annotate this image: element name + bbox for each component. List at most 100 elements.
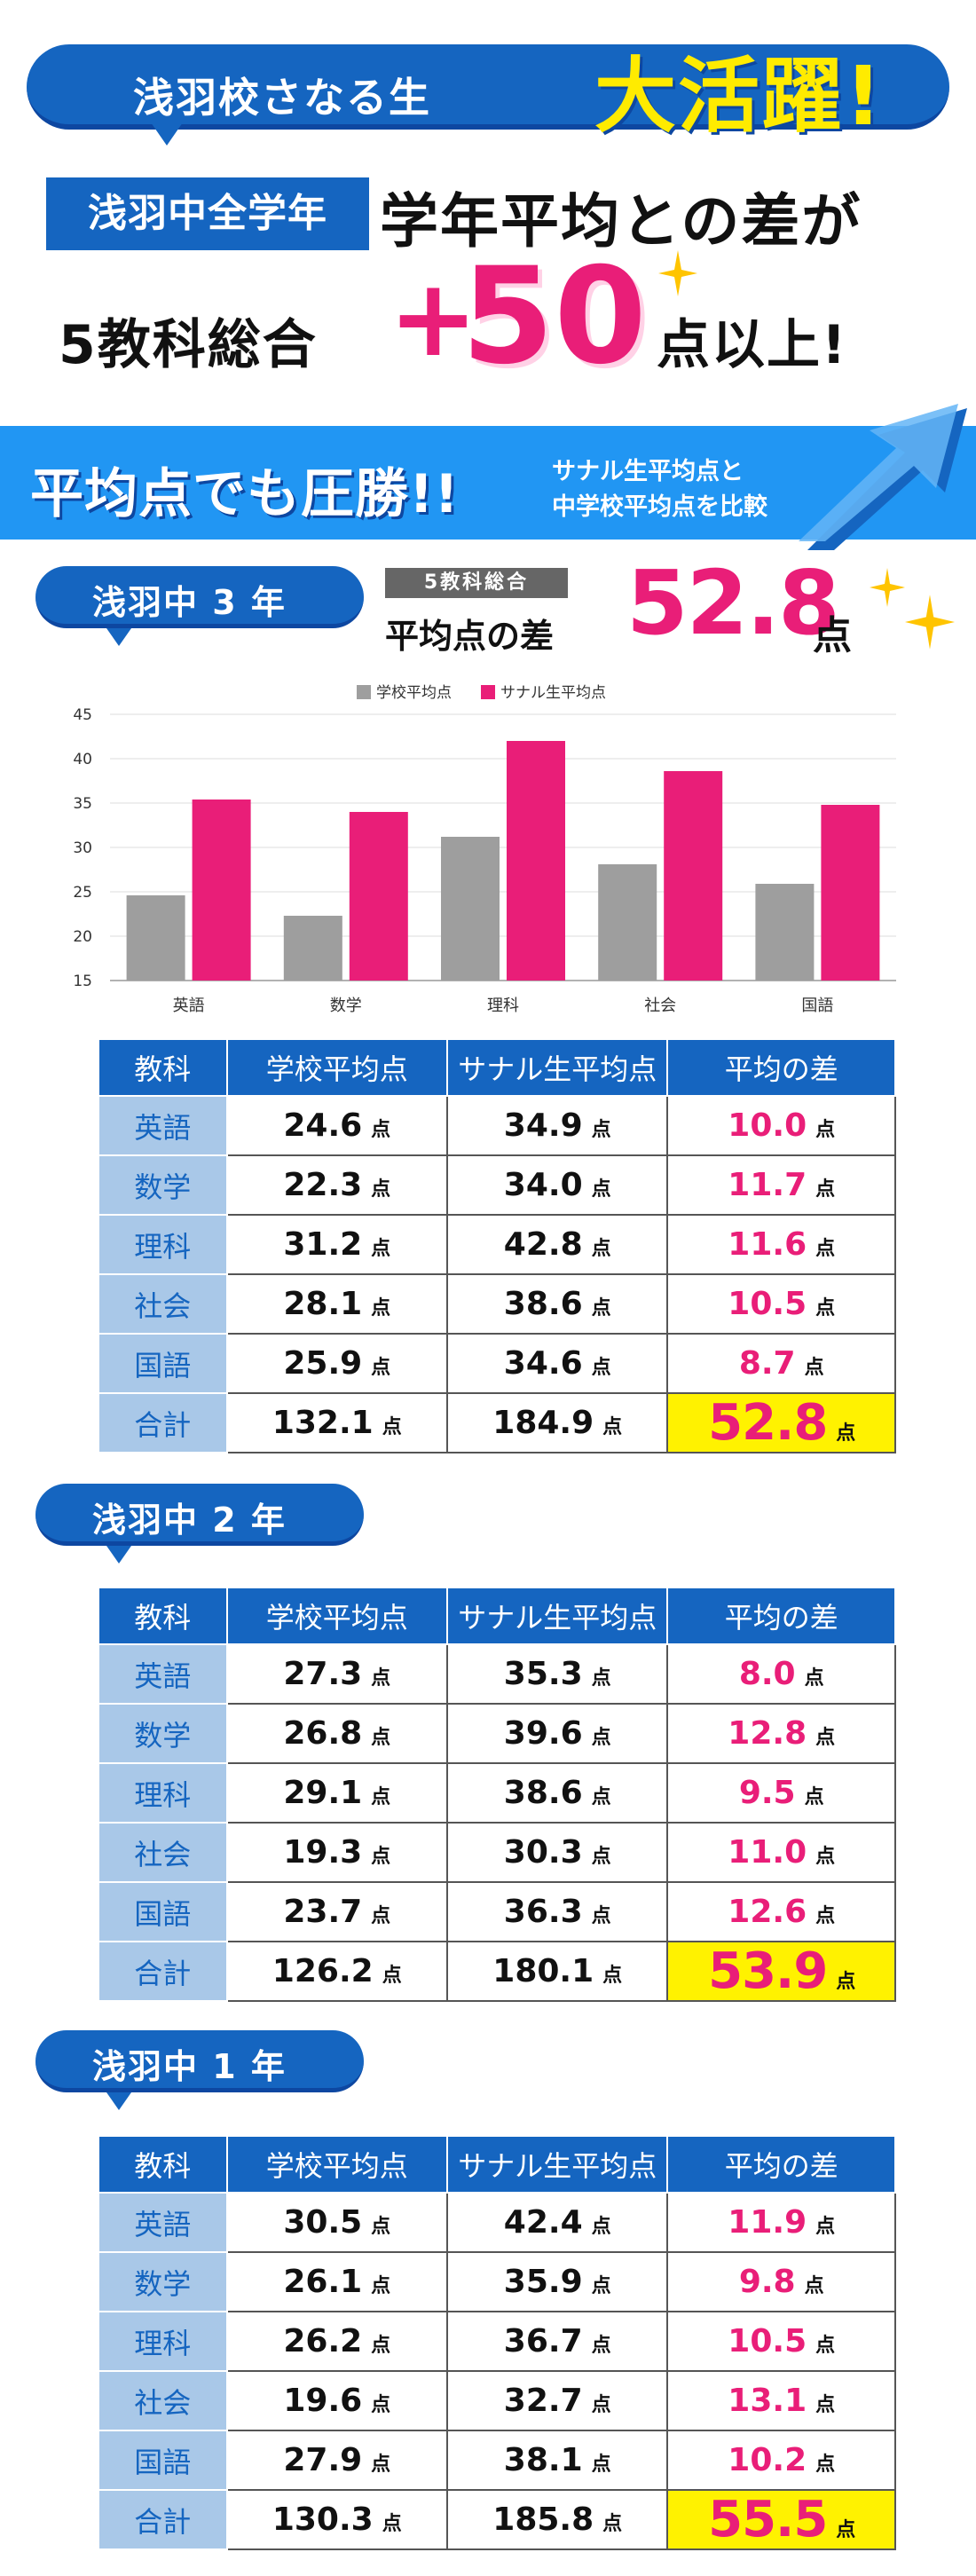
year-pill-tail: [106, 1546, 131, 1564]
year-pill-tail: [106, 628, 131, 646]
bar-sanaru: [507, 741, 565, 981]
school-value: 126.2: [272, 1953, 374, 1989]
school-value: 22.3: [283, 1167, 363, 1203]
section-banner: [0, 426, 976, 540]
school-value: 132.1: [272, 1405, 374, 1441]
sanaru-cell: 180.1 点: [445, 1941, 669, 2002]
y-tick-label: 45: [73, 706, 92, 724]
summary-unit: 点: [813, 613, 852, 658]
sanaru-value: 38.6: [503, 1775, 583, 1811]
arrow-up-right-icon: [799, 404, 967, 550]
subject-cell: 国語: [98, 2430, 228, 2491]
diff-value: 11.7: [728, 1167, 807, 1203]
year-pill-3: 浅羽中 3 年: [35, 566, 364, 628]
column-header: サナル生平均点: [445, 1587, 669, 1645]
sanaru-cell: 38.6 点: [445, 1273, 669, 1335]
unit-label: 点: [591, 1667, 611, 1690]
year-pill-2: 浅羽中 2 年: [35, 1484, 364, 1546]
school-cell: 26.8 点: [225, 1703, 449, 1764]
diff-cell: 10.5 点: [666, 2311, 896, 2372]
school-cell: 22.3 点: [225, 1154, 449, 1216]
table-row: 社会 19.6 点 32.7 点 13.1 点: [98, 2370, 896, 2431]
unit-label: 点: [591, 2216, 611, 2238]
table-row: 数学 26.8 点 39.6 点 12.8 点: [98, 1703, 896, 1764]
school-cell: 26.2 点: [225, 2311, 449, 2372]
headline-line2-right: 点以上!: [657, 314, 848, 376]
diff-cell: 10.5 点: [666, 1273, 896, 1335]
unit-label: 点: [591, 2335, 611, 2357]
sanaru-value: 36.7: [503, 2323, 583, 2359]
bar-school: [598, 864, 657, 981]
sanaru-cell: 38.1 点: [445, 2430, 669, 2491]
bar-school: [441, 837, 500, 981]
diff-cell: 13.1 点: [666, 2370, 896, 2431]
column-header: 平均の差: [666, 1038, 896, 1097]
year-label: 浅羽中 2 年: [92, 1501, 287, 1540]
unit-label: 点: [371, 2216, 391, 2238]
sanaru-cell: 30.3 点: [445, 1822, 669, 1883]
school-value: 26.8: [283, 1715, 363, 1752]
diff-value: 9.5: [738, 1775, 796, 1811]
diff-cell: 11.0 点: [666, 1822, 896, 1883]
diff-value: 11.0: [728, 1834, 807, 1871]
sanaru-value: 34.9: [503, 1107, 583, 1144]
school-cell: 27.9 点: [225, 2430, 449, 2491]
x-tick-label: 社会: [644, 997, 676, 1015]
legend-swatch: [357, 685, 371, 699]
total-row: 合計 126.2 点 180.1 点 53.9 点: [98, 1941, 896, 2002]
sanaru-cell: 38.6 点: [445, 1762, 669, 1824]
sanaru-cell: 36.3 点: [445, 1881, 669, 1942]
sparkle-icon: [905, 595, 955, 650]
unit-label: 点: [815, 1178, 836, 1201]
table-row: 英語 24.6 点 34.9 点 10.0 点: [98, 1095, 896, 1156]
section-subtitle-line1: サナル生平均点と: [552, 458, 744, 485]
summary-tag: 5教科総合: [385, 568, 568, 598]
school-cell: 19.6 点: [225, 2370, 449, 2431]
school-value: 28.1: [283, 1286, 363, 1322]
unit-label: 点: [591, 1786, 611, 1808]
unit-label: 点: [371, 1667, 391, 1690]
summary-label: 平均点の差: [385, 617, 555, 656]
unit-label: 点: [836, 1971, 855, 1993]
school-cell: 130.3 点: [225, 2489, 449, 2550]
unit-label: 点: [804, 2275, 824, 2297]
school-cell: 132.1 点: [225, 1392, 449, 1453]
table-row: 国語 25.9 点 34.6 点 8.7 点: [98, 1333, 896, 1394]
school-value: 31.2: [283, 1226, 363, 1263]
column-header: 教科: [98, 1587, 228, 1645]
unit-label: 点: [382, 2513, 402, 2535]
column-header: 学校平均点: [225, 1587, 449, 1645]
table-row: 理科 29.1 点 38.6 点 9.5 点: [98, 1762, 896, 1824]
unit-label: 点: [382, 1416, 402, 1438]
sanaru-value: 184.9: [492, 1405, 594, 1441]
unit-label: 点: [591, 1727, 611, 1749]
sanaru-cell: 184.9 点: [445, 1392, 669, 1453]
unit-label: 点: [815, 1905, 836, 1927]
school-value: 26.1: [283, 2264, 363, 2300]
diff-value: 9.8: [738, 2264, 796, 2300]
bar-school: [283, 916, 342, 981]
bar-chart: 15 20 25 30 35 40 45 英語 数学 理科 社会 国語 学校平均点 サナル生平均点: [73, 684, 896, 1015]
unit-label: 点: [371, 1178, 391, 1201]
unit-label: 点: [815, 1238, 836, 1260]
unit-label: 点: [371, 1846, 391, 1868]
header-banner-tail: [151, 122, 183, 146]
year-label: 浅羽中 3 年: [92, 583, 287, 622]
subject-cell: 英語: [98, 2192, 228, 2253]
year-label: 浅羽中 1 年: [92, 2047, 287, 2086]
diff-cell: 8.7 点: [666, 1333, 896, 1394]
bar-sanaru: [349, 812, 408, 981]
school-value: 30.5: [283, 2204, 363, 2241]
x-tick-label: 英語: [173, 997, 205, 1015]
school-value: 29.1: [283, 1775, 363, 1811]
school-cell: 26.1 点: [225, 2251, 449, 2312]
subject-cell: 理科: [98, 2311, 228, 2372]
headline-line1: 学年平均との差が: [380, 187, 862, 256]
year-pill-tail: [106, 2092, 131, 2110]
table-row: 理科 26.2 点 36.7 点 10.5 点: [98, 2311, 896, 2372]
diff-cell: 9.5 点: [666, 1762, 896, 1824]
summary-value: 52.8: [626, 551, 840, 655]
school-value: 23.7: [283, 1894, 363, 1930]
year-pill-1: 浅羽中 1 年: [35, 2030, 364, 2092]
subject-cell: 英語: [98, 1095, 228, 1156]
